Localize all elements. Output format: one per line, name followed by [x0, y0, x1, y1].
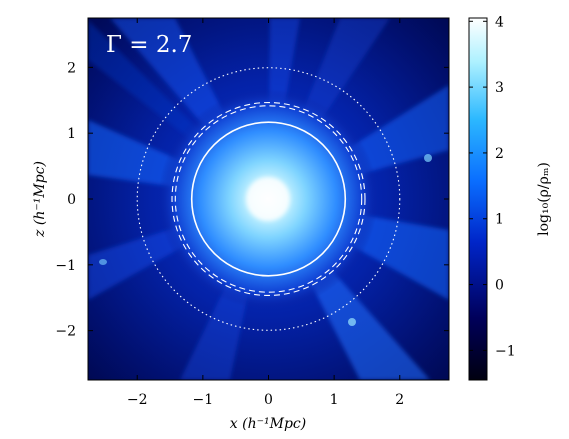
- colorbar-label: log₁₀(ρ/ρₘ): [536, 162, 552, 236]
- x-tick-label: −2: [127, 392, 148, 408]
- y-axis-label: z (h⁻¹Mpc): [32, 161, 48, 238]
- x-tick-label: 0: [264, 392, 273, 408]
- y-tick-label: 1: [67, 126, 76, 142]
- x-tick-label: −1: [193, 392, 214, 408]
- y-tick-label: 0: [67, 192, 76, 208]
- colorbar-scale: [468, 17, 488, 381]
- radius-circle-dashed: [171, 101, 366, 297]
- y-tick-label: 2: [67, 60, 76, 76]
- x-tick-label: 1: [330, 392, 339, 408]
- radius-circle-solid: [190, 121, 347, 277]
- x-axis-label: x (h⁻¹Mpc): [230, 416, 306, 432]
- colorbar-tick-label: 4: [495, 14, 504, 30]
- chart-title: Γ = 2.7: [106, 32, 192, 58]
- density-map: [88, 18, 449, 380]
- colorbar-tick-label: 2: [495, 146, 504, 162]
- colorbar-ticks: −1 0 1 2 3 4: [469, 14, 516, 359]
- x-tick-label: 2: [395, 392, 404, 408]
- colorbar-tick-label: −1: [495, 343, 516, 359]
- radius-circle-dashed: [174, 105, 363, 293]
- radius-circle-dotted: [136, 67, 401, 331]
- radius-circles: [136, 67, 401, 331]
- colorbar-tick-label: 1: [495, 212, 504, 228]
- colorbar-tick-label: 0: [495, 278, 504, 294]
- y-axis: −2 −1 0 1 2: [55, 60, 449, 340]
- y-tick-label: −1: [55, 258, 76, 274]
- y-tick-label: −2: [55, 324, 76, 340]
- colorbar: −1 0 1 2 3 4 log₁₀(ρ/ρₘ): [468, 14, 552, 381]
- x-axis: −2 −1 0 1 2: [127, 18, 404, 408]
- colorbar-tick-label: 3: [495, 80, 504, 96]
